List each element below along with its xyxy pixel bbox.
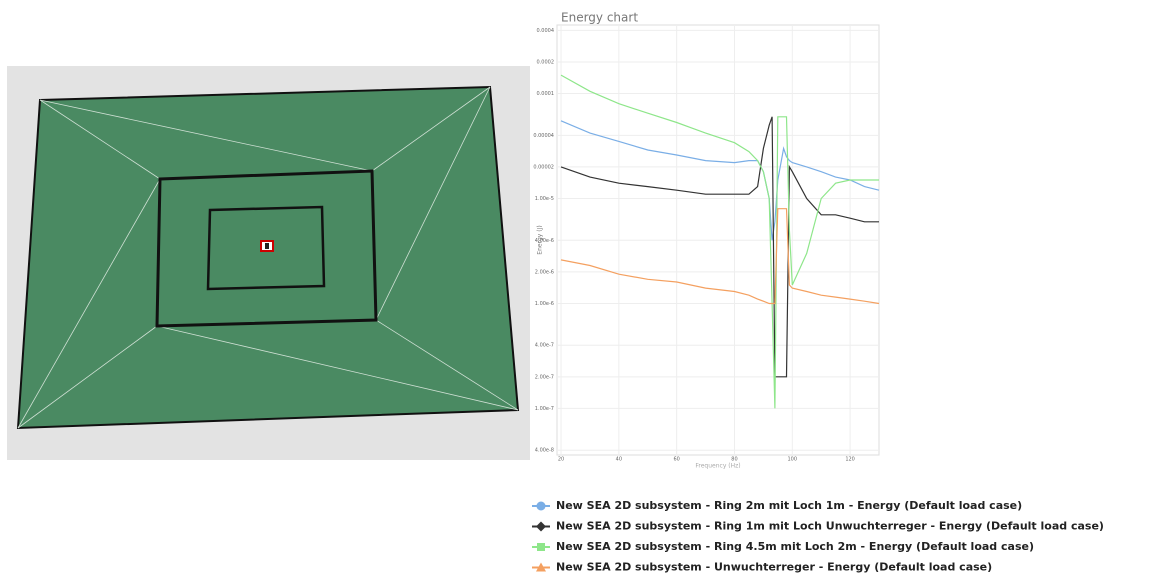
y-tick-label: 0.00004: [533, 133, 554, 139]
legend-label: New SEA 2D subsystem - Ring 2m mit Loch …: [556, 499, 1022, 512]
y-tick-label: 4.00e-7: [535, 343, 554, 349]
y-tick-label: 1.00e-5: [535, 196, 554, 202]
x-tick-label: 120: [845, 457, 855, 463]
x-tick-label: 60: [673, 457, 679, 463]
legend-marker: [537, 543, 545, 551]
plate: [18, 87, 518, 428]
x-tick-label: 20: [558, 457, 564, 463]
legend-label: New SEA 2D subsystem - Unwuchterreger - …: [556, 561, 992, 574]
y-tick-label: 0.0004: [537, 28, 555, 34]
x-tick-label: 100: [788, 457, 798, 463]
legend-label: New SEA 2D subsystem - Ring 4.5m mit Loc…: [556, 540, 1034, 553]
y-tick-label: 0.0002: [537, 59, 555, 65]
y-tick-label: 2.00e-6: [535, 269, 554, 275]
legend-marker: [537, 502, 546, 511]
y-tick-label: 1.00e-6: [535, 301, 554, 307]
y-tick-label: 1.00e-7: [535, 406, 554, 412]
y-tick-label: 0.00002: [533, 164, 554, 170]
x-tick-label: 40: [616, 457, 622, 463]
model-view: [7, 66, 530, 460]
legend-label: New SEA 2D subsystem - Ring 1m mit Loch …: [556, 520, 1104, 533]
x-axis-label: Frequency (Hz): [695, 463, 740, 470]
exciter-core: [265, 243, 269, 249]
x-tick-label: 80: [731, 457, 737, 463]
y-tick-label: 2.00e-7: [535, 374, 554, 380]
y-tick-label: 4.00e-8: [535, 448, 554, 454]
y-tick-label: 4.00e-6: [535, 238, 554, 244]
legend-marker: [536, 522, 546, 532]
y-tick-label: 0.0001: [537, 91, 555, 97]
screen: Energy chart Energy (J) Frequency (Hz) 0…: [0, 0, 1166, 578]
chart-title: Energy chart: [561, 11, 638, 25]
